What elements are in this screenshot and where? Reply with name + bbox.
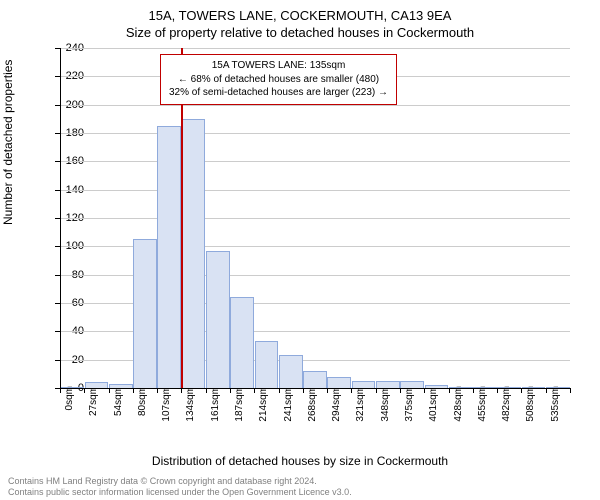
footer-line-2: Contains public sector information licen… xyxy=(8,487,352,498)
xtick-label: 187sqm xyxy=(234,386,245,436)
xtick-label: 375sqm xyxy=(404,386,415,436)
xtick-label: 294sqm xyxy=(331,386,342,436)
xtick-mark xyxy=(109,388,110,393)
xtick-label: 80sqm xyxy=(137,386,148,436)
histogram-bar xyxy=(157,126,181,388)
xtick-mark xyxy=(157,388,158,393)
xtick-mark xyxy=(449,388,450,393)
histogram-bar xyxy=(255,341,279,388)
xtick-label: 161sqm xyxy=(210,386,221,436)
grid-line xyxy=(60,133,570,134)
annotation-box: 15A TOWERS LANE: 135sqm ← 68% of detache… xyxy=(160,54,397,105)
xtick-label: 268sqm xyxy=(307,386,318,436)
footer-line-1: Contains HM Land Registry data © Crown c… xyxy=(8,476,352,487)
histogram-bar xyxy=(133,239,157,388)
xtick-label: 348sqm xyxy=(380,386,391,436)
xtick-mark xyxy=(133,388,134,393)
xtick-label: 54sqm xyxy=(113,386,124,436)
chart-container: 15A, TOWERS LANE, COCKERMOUTH, CA13 9EA … xyxy=(0,0,600,500)
xtick-mark xyxy=(497,388,498,393)
xtick-mark xyxy=(376,388,377,393)
xtick-label: 401sqm xyxy=(428,386,439,436)
xtick-mark xyxy=(60,388,61,393)
xtick-mark xyxy=(303,388,304,393)
grid-line xyxy=(60,218,570,219)
xtick-mark xyxy=(473,388,474,393)
xtick-mark xyxy=(181,388,182,393)
grid-line xyxy=(60,190,570,191)
y-axis-label: Number of detached properties xyxy=(1,60,15,225)
footer: Contains HM Land Registry data © Crown c… xyxy=(8,476,352,499)
annotation-line-1: 15A TOWERS LANE: 135sqm xyxy=(169,59,388,73)
xtick-mark xyxy=(570,388,571,393)
xtick-mark xyxy=(206,388,207,393)
histogram-bar xyxy=(230,297,254,388)
xtick-label: 508sqm xyxy=(525,386,536,436)
xtick-mark xyxy=(254,388,255,393)
histogram-bar xyxy=(279,355,303,388)
xtick-mark xyxy=(351,388,352,393)
histogram-bar xyxy=(352,381,376,388)
plot-area: 15A TOWERS LANE: 135sqm ← 68% of detache… xyxy=(60,48,570,388)
chart-title: 15A, TOWERS LANE, COCKERMOUTH, CA13 9EA xyxy=(0,0,600,23)
xtick-mark xyxy=(400,388,401,393)
x-axis xyxy=(60,388,570,389)
xtick-mark xyxy=(230,388,231,393)
grid-line xyxy=(60,105,570,106)
y-axis xyxy=(60,48,61,388)
histogram-bar xyxy=(327,377,351,388)
xtick-label: 134sqm xyxy=(185,386,196,436)
histogram-bar xyxy=(400,381,424,388)
xtick-label: 535sqm xyxy=(550,386,561,436)
histogram-bar xyxy=(376,381,400,388)
chart-subtitle: Size of property relative to detached ho… xyxy=(0,23,600,40)
grid-line xyxy=(60,161,570,162)
xtick-label: 214sqm xyxy=(258,386,269,436)
annotation-line-3: 32% of semi-detached houses are larger (… xyxy=(169,86,388,100)
xtick-mark xyxy=(279,388,280,393)
histogram-bar xyxy=(303,371,327,388)
xtick-label: 241sqm xyxy=(283,386,294,436)
histogram-bar xyxy=(206,251,230,388)
xtick-mark xyxy=(521,388,522,393)
grid-line xyxy=(60,48,570,49)
xtick-label: 107sqm xyxy=(161,386,172,436)
histogram-bar xyxy=(182,119,206,388)
xtick-label: 27sqm xyxy=(88,386,99,436)
x-axis-label: Distribution of detached houses by size … xyxy=(0,454,600,468)
xtick-label: 321sqm xyxy=(355,386,366,436)
xtick-label: 428sqm xyxy=(453,386,464,436)
xtick-label: 455sqm xyxy=(477,386,488,436)
xtick-mark xyxy=(546,388,547,393)
xtick-mark xyxy=(84,388,85,393)
xtick-label: 482sqm xyxy=(501,386,512,436)
annotation-line-2: ← 68% of detached houses are smaller (48… xyxy=(169,73,388,87)
xtick-mark xyxy=(424,388,425,393)
xtick-mark xyxy=(327,388,328,393)
